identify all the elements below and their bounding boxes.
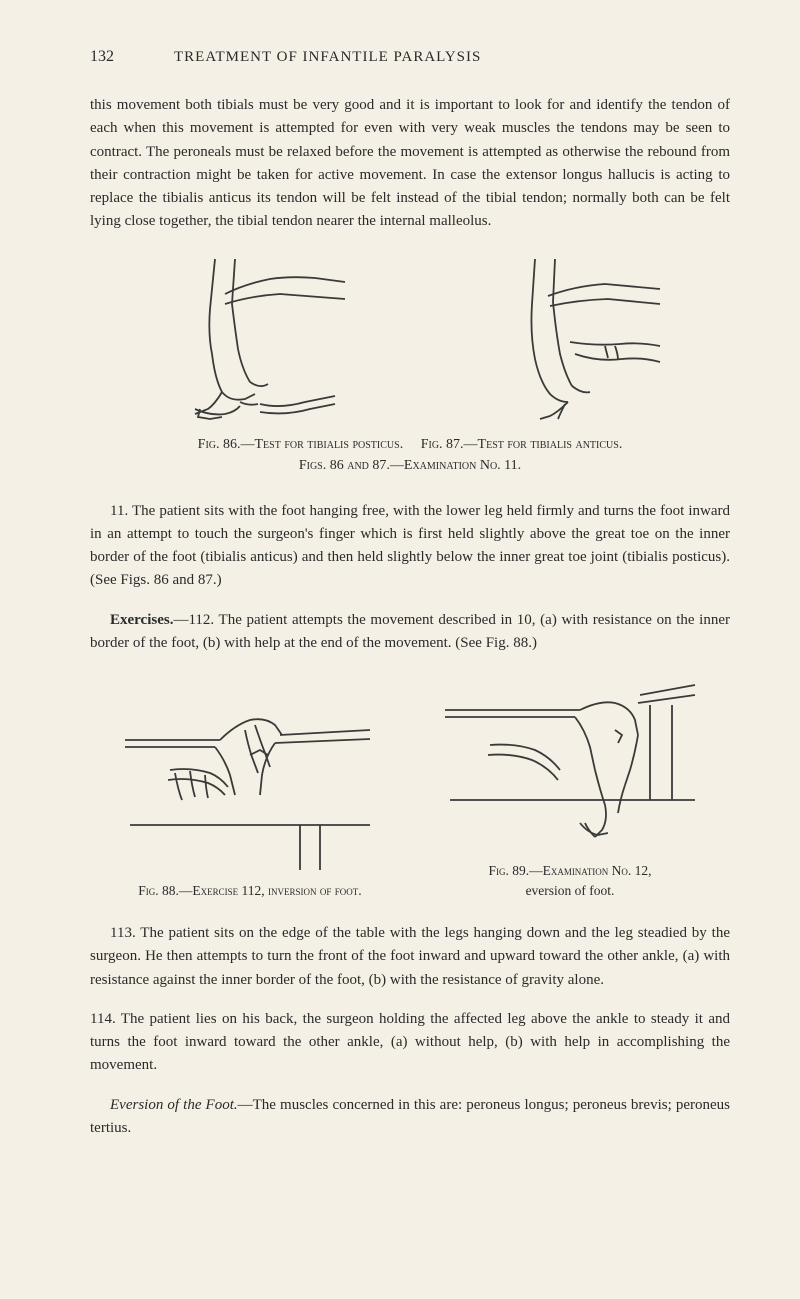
figure-row-2: Fig. 88.—Exercise 112, inversion of foot… [90, 675, 730, 900]
fig88-caption: Fig. 88.—Exercise 112, inversion of foot… [138, 881, 361, 901]
paragraph-2: 11. The patient sits with the foot hangi… [90, 500, 730, 593]
figure-row-1 [90, 254, 730, 424]
figure-88: Fig. 88.—Exercise 112, inversion of foot… [120, 695, 380, 901]
fig-89-illustration [440, 675, 700, 855]
paragraph-1: this movement both tibials must be very … [90, 94, 730, 234]
fig86-87-sub: Figs. 86 and 87.—Examination No. 11. [299, 458, 521, 473]
fig-87-illustration [460, 254, 680, 424]
fig-88-illustration [120, 695, 380, 875]
exercises-label: Exercises. [110, 612, 173, 628]
paragraph-6: Eversion of the Foot.—The muscles concer… [90, 1094, 730, 1141]
paragraph-3: Exercises.—112. The patient attempts the… [90, 609, 730, 656]
figure-86 [140, 254, 360, 424]
fig88-label: Fig. 88.—Exercise 112, inversion of foot… [138, 883, 361, 898]
fig89-label-1: Fig. 89.—Examination No. 12, [488, 863, 651, 878]
paragraph-5: 114. The patient lies on his back, the s… [90, 1008, 730, 1078]
figure-89: Fig. 89.—Examination No. 12, eversion of… [440, 675, 700, 900]
fig89-label-2: eversion of foot. [526, 883, 615, 898]
chapter-title: TREATMENT OF INFANTILE PARALYSIS [174, 49, 481, 66]
fig86-label: Fig. 86.—Test for tibialis posticus. [198, 437, 404, 452]
figure-87 [460, 254, 680, 424]
paragraph-4: 113. The patient sits on the edge of the… [90, 922, 730, 992]
fig89-caption: Fig. 89.—Examination No. 12, eversion of… [488, 861, 651, 900]
fig-86-illustration [140, 254, 360, 424]
para3-text: —112. The patient attempts the movement … [90, 612, 730, 651]
page-header: 132 TREATMENT OF INFANTILE PARALYSIS [90, 48, 730, 66]
page-number: 132 [90, 48, 114, 66]
eversion-label: Eversion of the Foot. [110, 1097, 238, 1113]
fig87-label: Fig. 87.—Test for tibialis anticus. [421, 437, 623, 452]
caption-row-1: Fig. 86.—Test for tibialis posticus. Fig… [90, 434, 730, 476]
